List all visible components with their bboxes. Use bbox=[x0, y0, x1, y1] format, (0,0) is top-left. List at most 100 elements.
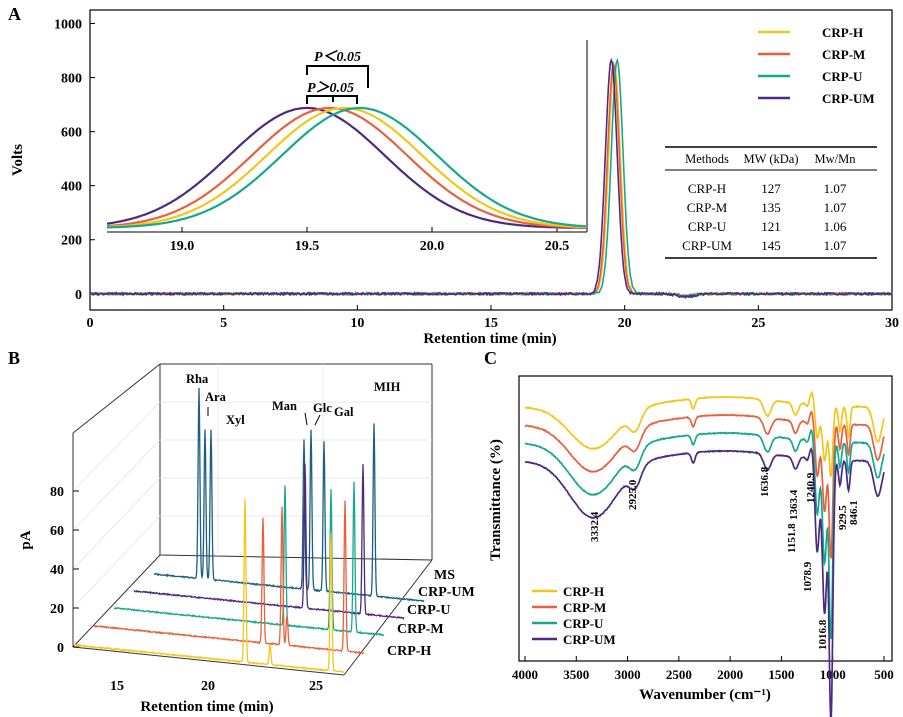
band-label: 929.5 bbox=[837, 505, 849, 530]
band-label: 1078.9 bbox=[802, 561, 814, 592]
panel-a-label: A bbox=[8, 4, 21, 24]
panel-c-label: C bbox=[484, 348, 497, 368]
panel-c-band-labels: 3332.4 2925.0 1636.8 1363.4 1240.9 1151.8 1078… bbox=[589, 466, 860, 650]
legend-label: CRP-U bbox=[563, 616, 604, 631]
band-label: 1636.8 bbox=[759, 466, 771, 497]
panel-c-spectra bbox=[524, 390, 885, 717]
trace-crp-h bbox=[73, 499, 345, 674]
y-tick-label: 0 bbox=[57, 641, 64, 656]
series-label: CRP-UM bbox=[418, 585, 475, 600]
inset-curve-crp-m bbox=[106, 106, 587, 229]
x-tick-label: 5 bbox=[220, 316, 227, 331]
y-tick-label: 60 bbox=[50, 524, 64, 539]
x-tick-label: 30 bbox=[885, 316, 899, 331]
band-label: 3332.4 bbox=[589, 511, 601, 542]
table-cell-method: CRP-M bbox=[687, 200, 728, 215]
panel-a-y-ticks: 0 200 400 600 800 1000 bbox=[54, 18, 95, 303]
table-cell-mw: 121 bbox=[761, 219, 781, 234]
table-cell-method: CRP-H bbox=[688, 181, 726, 196]
panel-b-label: B bbox=[8, 348, 20, 368]
inset-tick-label: 20.0 bbox=[420, 239, 445, 254]
x-tick-label: 3000 bbox=[615, 667, 641, 682]
inset-curve-crp-um bbox=[106, 106, 587, 229]
mw-table: Methods MW (kDa) Mw/Mn CRP-H 127 1.07 CRP-M… bbox=[665, 146, 877, 259]
panel-b-3d-frame bbox=[72, 363, 433, 676]
ir-spectrum-crp-um bbox=[524, 447, 885, 717]
table-cell-mw: 135 bbox=[761, 200, 781, 215]
series-label: CRP-U bbox=[407, 603, 451, 618]
x-tick-label: 25 bbox=[309, 679, 323, 694]
significance-label-upper: P＜0.05 bbox=[314, 49, 361, 65]
table-header-methods: Methods bbox=[685, 152, 729, 166]
y-tick-label: 40 bbox=[50, 563, 64, 578]
inset-tick-label: 19.5 bbox=[295, 239, 320, 254]
panel-c-x-axis-label: Wavenumber (cm⁻¹) bbox=[639, 687, 771, 703]
band-label: 2925.0 bbox=[627, 479, 639, 510]
trace-crp-um bbox=[133, 463, 405, 620]
peak-label: Man bbox=[272, 399, 297, 413]
series-label: CRP-M bbox=[397, 622, 444, 637]
legend-label: CRP-H bbox=[563, 584, 604, 599]
x-tick-label: 10 bbox=[350, 316, 364, 331]
panel-b-y-ticks: 0 20 40 60 80 bbox=[50, 485, 79, 656]
y-tick-label: 200 bbox=[61, 234, 82, 249]
inset-curves bbox=[106, 106, 588, 229]
table-body: CRP-H 127 1.07 CRP-M 135 1.07 CRP-U 121 1.06 CRP-… bbox=[682, 181, 847, 253]
y-tick-label: 800 bbox=[61, 72, 82, 87]
y-tick-label: 400 bbox=[61, 180, 82, 195]
band-label: 846.1 bbox=[848, 500, 860, 525]
table-cell-method: CRP-U bbox=[688, 219, 727, 234]
panel-c-y-axis-label: Transmittance (%) bbox=[488, 439, 504, 561]
panel-a-y-axis-label: Volts bbox=[10, 144, 26, 176]
legend-label: CRP-M bbox=[822, 47, 865, 62]
panel-b-x-axis-label: Retention time (min) bbox=[140, 699, 273, 715]
table-cell-method: CRP-UM bbox=[682, 238, 732, 253]
panel-a-chromatograms bbox=[89, 57, 893, 299]
panel-a-x-ticks: 0 5 10 15 20 25 30 bbox=[87, 305, 899, 331]
ir-spectrum-crp-h bbox=[524, 390, 885, 478]
panel-b-traces bbox=[73, 387, 425, 674]
panel-b-peak-labels: Rha Ara Xyl Man Glc Gal MIH bbox=[186, 372, 401, 427]
band-label: 1363.4 bbox=[788, 489, 800, 520]
chromatogram-crp-um bbox=[89, 57, 893, 299]
table-cell-mwmn: 1.06 bbox=[824, 219, 847, 234]
x-tick-label: 1500 bbox=[768, 667, 794, 682]
y-tick-label: 20 bbox=[50, 602, 64, 617]
man-pointer bbox=[304, 412, 308, 426]
series-label: MS bbox=[434, 568, 455, 583]
x-tick-label: 15 bbox=[110, 679, 124, 694]
legend-label: CRP-U bbox=[822, 69, 863, 84]
panel-a-inset: 19.0 19.5 20.0 20.5 P＜0.05 P＞0.05 bbox=[106, 40, 588, 254]
legend-label: CRP-H bbox=[822, 25, 863, 40]
x-tick-label: 4000 bbox=[512, 667, 538, 682]
x-tick-label: 2000 bbox=[717, 667, 743, 682]
peak-label: Glc bbox=[313, 401, 332, 415]
table-header-mw: MW (kDa) bbox=[744, 152, 799, 166]
x-tick-label: 2500 bbox=[666, 667, 692, 682]
significance-bracket-upper bbox=[306, 65, 369, 88]
panel-c-x-ticks: 4000 3500 3000 2500 2000 1500 1000 500 bbox=[512, 656, 894, 682]
panel-b-y-axis-label: pA bbox=[18, 530, 34, 549]
x-tick-label: 20 bbox=[618, 316, 632, 331]
panel-c-frame bbox=[518, 375, 893, 662]
peak-label: Gal bbox=[334, 405, 354, 419]
ir-spectrum-crp-u bbox=[524, 428, 885, 640]
y-tick-label: 0 bbox=[75, 288, 82, 303]
legend-label: CRP-UM bbox=[563, 632, 616, 647]
x-tick-label: 3500 bbox=[563, 667, 589, 682]
x-tick-label: 500 bbox=[874, 667, 894, 682]
table-cell-mwmn: 1.07 bbox=[824, 238, 847, 253]
table-cell-mw: 145 bbox=[761, 238, 781, 253]
trace-crp-m bbox=[93, 500, 365, 655]
y-tick-label: 600 bbox=[61, 126, 82, 141]
glc-pointer bbox=[314, 414, 321, 426]
y-tick-label: 80 bbox=[50, 485, 64, 500]
inset-x-ticks: 19.0 19.5 20.0 20.5 bbox=[170, 227, 569, 254]
peak-label: Ara bbox=[205, 390, 227, 404]
trace-crp-u bbox=[114, 481, 385, 637]
band-label: 1016.8 bbox=[817, 619, 829, 650]
inset-curve-crp-h bbox=[106, 106, 588, 229]
